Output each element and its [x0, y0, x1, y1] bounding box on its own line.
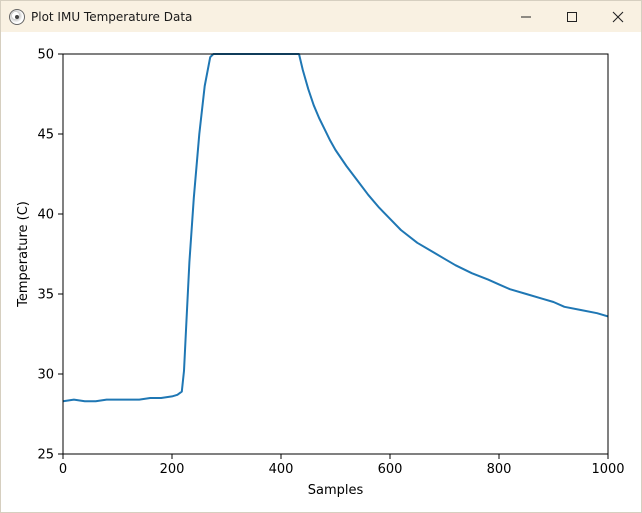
window-controls — [503, 1, 641, 32]
x-tick-label: 400 — [269, 462, 294, 477]
maximize-button[interactable] — [549, 1, 595, 32]
x-tick-label: 200 — [160, 462, 185, 477]
y-tick-label: 40 — [37, 208, 54, 223]
series-layer — [63, 53, 608, 403]
close-icon — [612, 11, 624, 22]
x-axis-label: Samples — [308, 483, 364, 498]
y-tick-label: 45 — [37, 128, 54, 143]
x-tick-label: 600 — [378, 462, 403, 477]
app-icon — [9, 8, 25, 25]
x-tick-label: 1000 — [591, 462, 624, 477]
y-tick-label: 30 — [37, 368, 54, 383]
plot-canvas[interactable]: 0 200 400 600 800 1000 25 30 35 40 45 50 Samples Te… — [1, 32, 641, 512]
y-axis-label: Temperature (C) — [16, 201, 31, 308]
y-tick-label: 35 — [37, 288, 54, 303]
minimize-button[interactable] — [503, 1, 549, 32]
minimize-icon — [521, 16, 531, 17]
window-title: Plot IMU Temperature Data — [31, 9, 193, 24]
maximize-icon — [567, 11, 577, 22]
title-bar[interactable]: Plot IMU Temperature Data — [1, 1, 641, 32]
axes-frame — [62, 53, 609, 455]
temperature-chart: 0 200 400 600 800 1000 25 30 35 40 45 50 Samples Te… — [16, 48, 625, 499]
y-tick-label: 25 — [37, 448, 54, 463]
temperature-line — [63, 53, 608, 403]
x-tick-label: 800 — [487, 462, 512, 477]
y-tick-label: 50 — [37, 48, 54, 63]
close-button[interactable] — [595, 1, 641, 32]
x-tick-label: 0 — [59, 462, 67, 477]
axes-ticks: 0 200 400 600 800 1000 25 30 35 40 45 50 — [37, 48, 624, 478]
